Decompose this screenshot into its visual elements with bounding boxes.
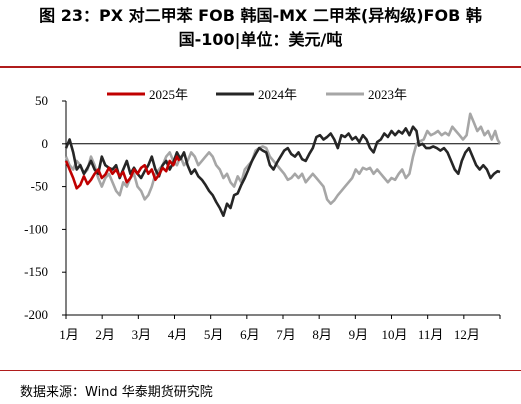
y-tick-label: 50: [35, 93, 48, 108]
top-divider: [0, 66, 521, 68]
y-tick-label: -200: [24, 307, 48, 322]
x-tick-label: 5月: [204, 327, 224, 342]
x-tick-label: 9月: [349, 327, 369, 342]
y-tick-label: -50: [31, 179, 48, 194]
series-line-2025年: [64, 155, 181, 190]
x-tick-label: 10月: [381, 327, 407, 342]
y-tick-label: -150: [24, 264, 48, 279]
x-tick-label: 2月: [95, 327, 115, 342]
x-tick-label: 4月: [168, 327, 188, 342]
source-note: 数据来源：Wind 华泰期货研究院: [20, 385, 213, 400]
x-tick-label: 3月: [132, 327, 152, 342]
legend-label-2025年: 2025年: [149, 87, 188, 102]
x-tick-label: 6月: [240, 327, 260, 342]
y-tick-label: 0: [42, 136, 49, 151]
chart-title-line2: 国-100|单位：美元/吨: [178, 30, 343, 49]
chart-title: 图 23：PX 对二甲苯 FOB 韩国-MX 二甲苯(异构级)FOB 韩 国-1…: [0, 0, 521, 56]
chart-title-line1: 图 23：PX 对二甲苯 FOB 韩国-MX 二甲苯(异构级)FOB 韩: [39, 6, 482, 25]
series-line-2023年: [64, 112, 502, 205]
bottom-divider: [0, 370, 521, 371]
legend-label-2023年: 2023年: [368, 87, 407, 102]
legend-label-2024年: 2024年: [258, 87, 297, 102]
y-tick-label: -100: [24, 221, 48, 236]
x-tick-label: 1月: [59, 327, 79, 342]
series-line-2024年: [64, 125, 501, 217]
x-tick-label: 7月: [276, 327, 296, 342]
line-chart: 50 0 -50 -100 -150 -200 1月 2月 3月 4月 5月 6月 7月 8月 9月 10月 1…: [24, 87, 502, 342]
x-tick-label: 8月: [312, 327, 332, 342]
x-tick-label: 12月: [454, 327, 480, 342]
x-tick-label: 11月: [418, 327, 444, 342]
